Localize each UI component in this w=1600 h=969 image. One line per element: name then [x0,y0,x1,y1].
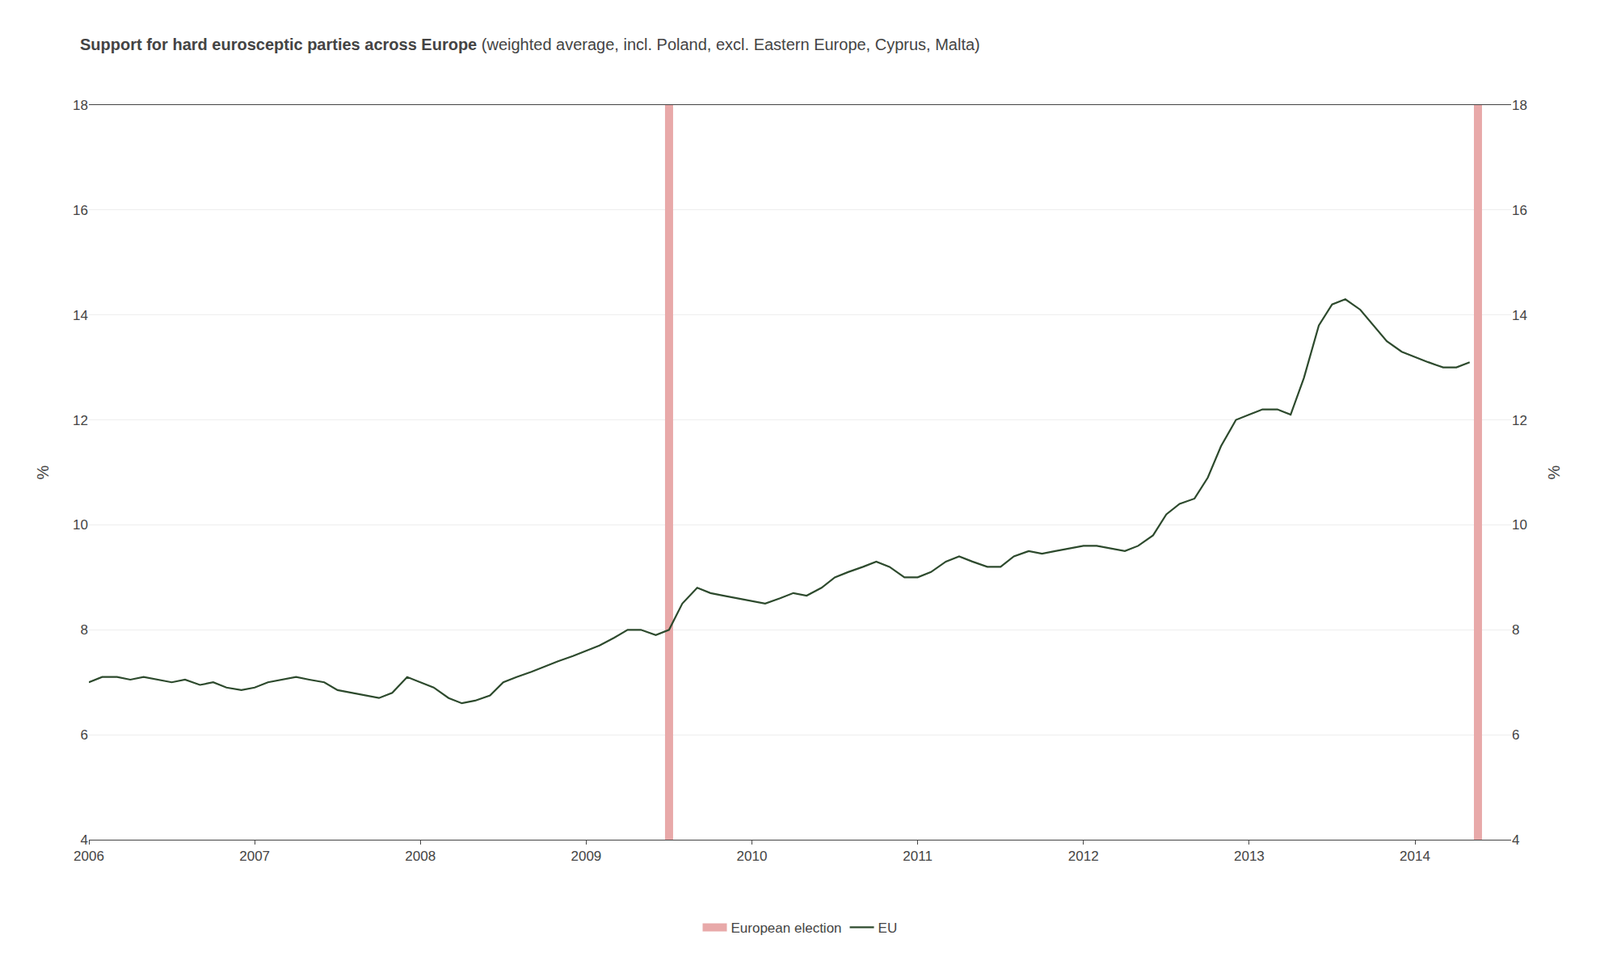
svg-text:European election: European election [731,920,843,936]
svg-text:10: 10 [72,517,89,533]
svg-text:2010: 2010 [736,848,768,864]
svg-text:2012: 2012 [1068,848,1099,864]
svg-text:6: 6 [80,727,89,743]
svg-text:2006: 2006 [73,848,105,864]
svg-text:16: 16 [72,202,89,219]
svg-text:14: 14 [1511,307,1528,324]
svg-text:6: 6 [1511,727,1520,743]
svg-text:EU: EU [878,920,898,936]
svg-text:2007: 2007 [239,848,270,864]
svg-text:16: 16 [1511,202,1528,219]
svg-text:18: 18 [72,97,89,114]
svg-text:2011: 2011 [902,848,933,864]
svg-text:Support for hard eurosceptic p: Support for hard eurosceptic parties acr… [80,35,981,54]
svg-text:18: 18 [1511,97,1528,114]
svg-text:2013: 2013 [1233,848,1265,864]
svg-text:12: 12 [1511,412,1528,429]
svg-text:8: 8 [1511,622,1520,638]
svg-text:%: % [1545,464,1563,480]
svg-text:4: 4 [80,832,89,848]
svg-text:%: % [33,464,52,480]
svg-text:8: 8 [80,622,89,638]
svg-text:2014: 2014 [1399,848,1431,864]
svg-text:2008: 2008 [404,848,436,864]
svg-text:4: 4 [1511,832,1520,848]
svg-text:2009: 2009 [570,848,602,864]
svg-text:12: 12 [72,412,89,429]
svg-text:10: 10 [1511,517,1528,533]
svg-text:14: 14 [72,307,89,324]
